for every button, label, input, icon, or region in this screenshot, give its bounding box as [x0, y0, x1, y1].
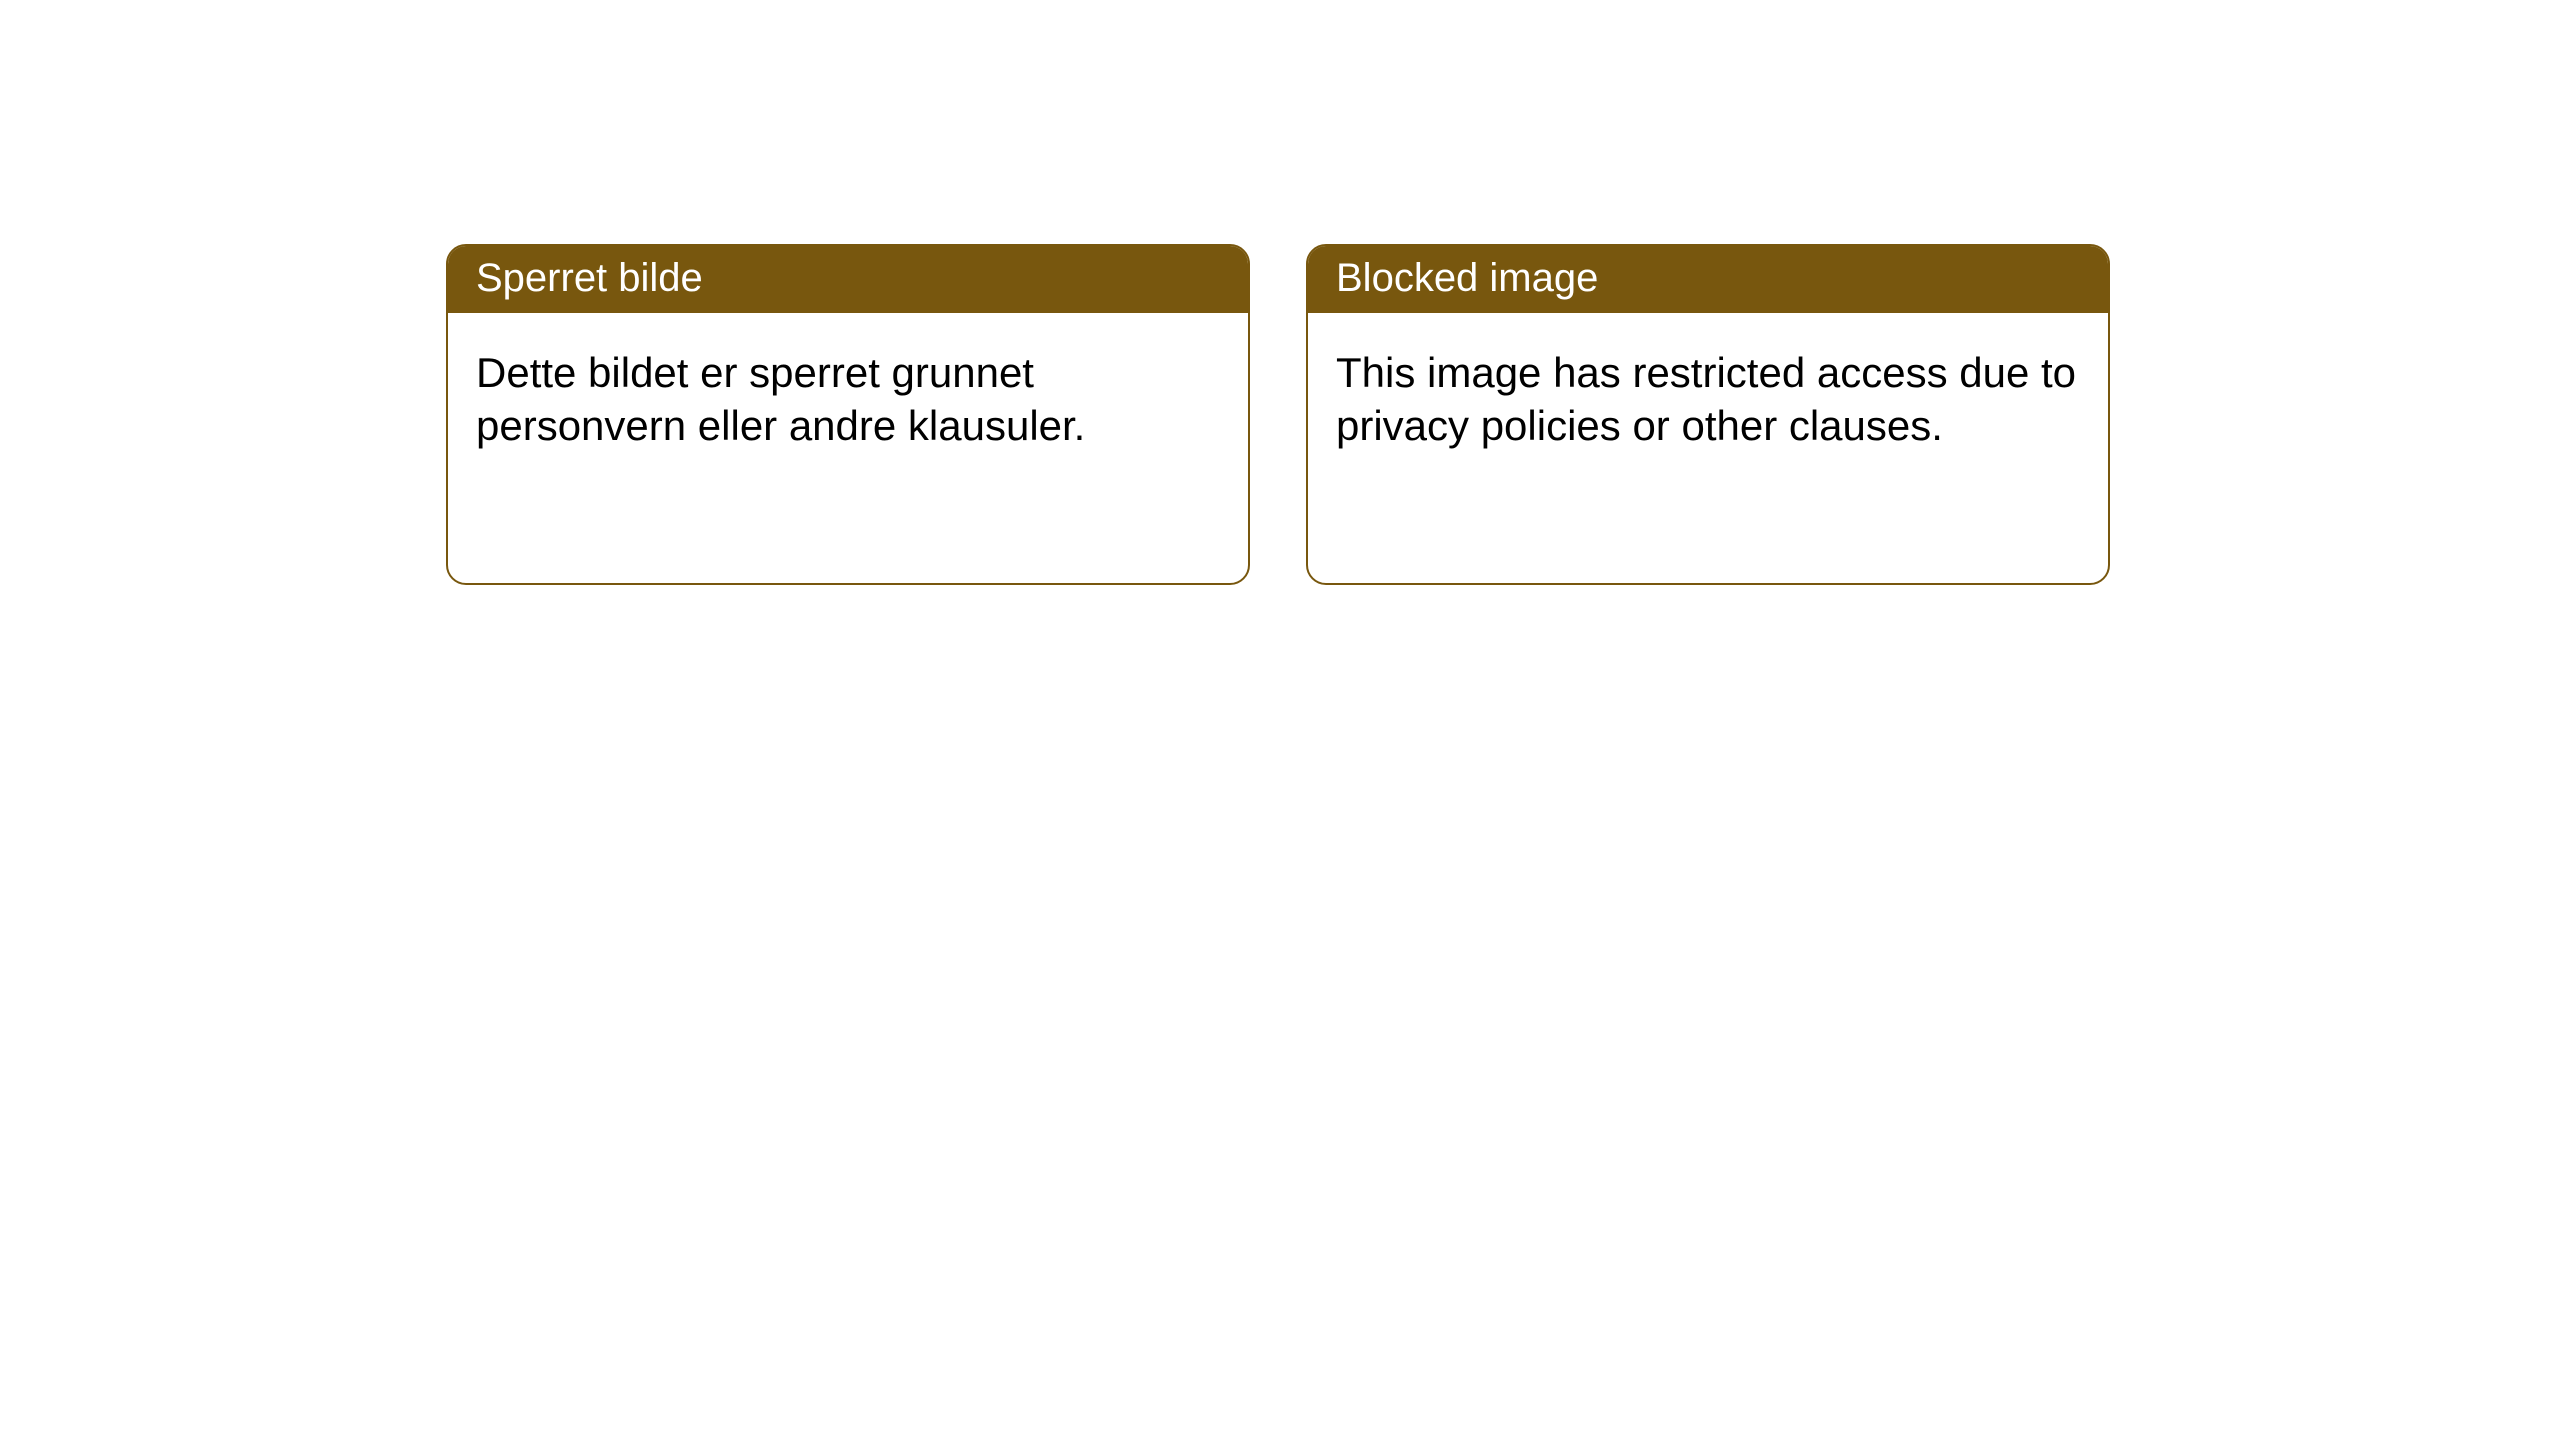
card-body: Dette bildet er sperret grunnet personve…	[448, 313, 1248, 583]
card-body: This image has restricted access due to …	[1308, 313, 2108, 583]
cards-container: Sperret bilde Dette bildet er sperret gr…	[0, 0, 2560, 585]
card-header: Sperret bilde	[448, 246, 1248, 313]
blocked-image-card-no: Sperret bilde Dette bildet er sperret gr…	[446, 244, 1250, 585]
card-title: Blocked image	[1336, 256, 1598, 300]
blocked-image-card-en: Blocked image This image has restricted …	[1306, 244, 2110, 585]
card-title: Sperret bilde	[476, 256, 703, 300]
card-message: Dette bildet er sperret grunnet personve…	[476, 347, 1220, 452]
card-header: Blocked image	[1308, 246, 2108, 313]
card-message: This image has restricted access due to …	[1336, 347, 2080, 452]
